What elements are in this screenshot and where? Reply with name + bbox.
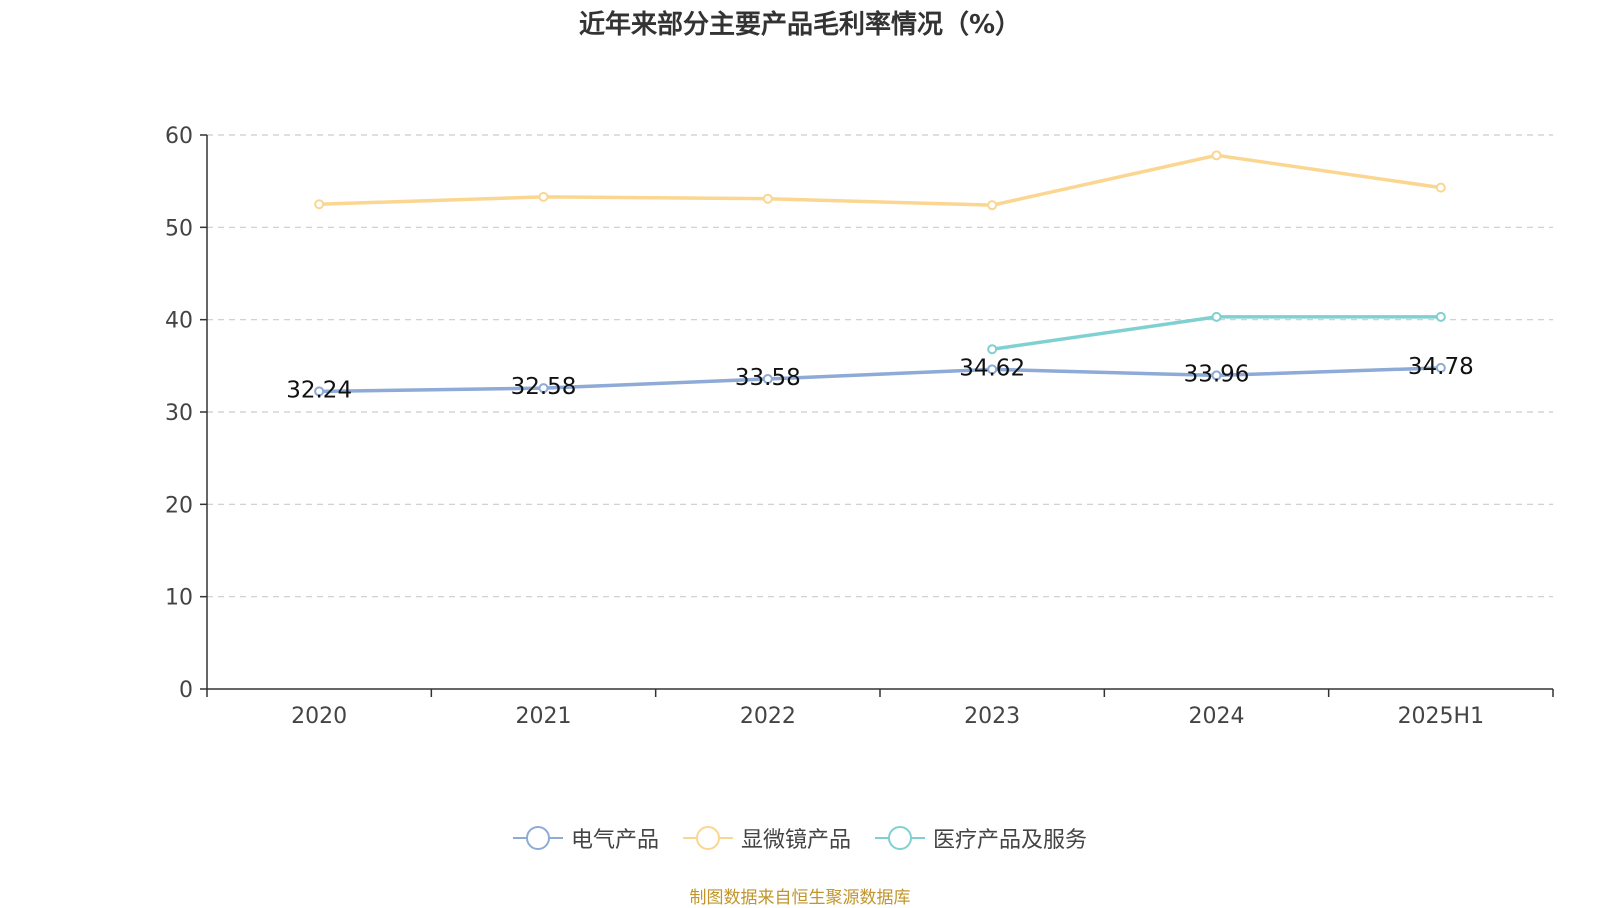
data-point (314, 386, 325, 397)
x-tick-label: 2024 (1189, 704, 1245, 729)
x-tick-label: 2025H1 (1398, 704, 1485, 729)
legend-marker-medical (875, 826, 925, 850)
data-point (762, 193, 773, 204)
legend-item-electrical[interactable]: 电气产品 (512, 822, 659, 854)
y-tick-label: 20 (165, 493, 193, 518)
x-tick-label: 2020 (291, 704, 347, 729)
data-label: 34.62 (959, 355, 1025, 381)
series-line-1 (319, 153, 1442, 207)
data-point (762, 373, 773, 384)
data-point (1435, 182, 1446, 193)
legend-label-microscope: 显微镜产品 (740, 828, 851, 853)
series-line-0 (319, 366, 1441, 394)
legend: 电气产品 显微镜产品 医疗产品及服务 (0, 822, 1600, 854)
y-tick-label: 50 (165, 216, 193, 241)
y-tick-label: 30 (165, 401, 193, 426)
data-label: 33.96 (1184, 361, 1250, 387)
data-point (314, 199, 325, 210)
data-point (1435, 311, 1446, 322)
data-point (538, 383, 549, 394)
data-label: 32.58 (511, 374, 577, 400)
data-point (1211, 311, 1222, 322)
y-tick-label: 0 (179, 678, 193, 703)
data-point (987, 364, 998, 375)
legend-label-electrical: 电气产品 (570, 828, 659, 853)
x-tick-label: 2023 (964, 704, 1020, 729)
x-tick-label: 2022 (740, 704, 796, 729)
legend-marker-electrical (512, 826, 563, 850)
data-point (987, 344, 998, 355)
series-layer (314, 150, 1446, 397)
legend-item-microscope[interactable]: 显微镜产品 (682, 822, 851, 854)
legend-marker-microscope (682, 826, 733, 850)
y-tick-label: 60 (165, 124, 193, 149)
data-label: 33.58 (735, 365, 801, 391)
chart-title: 近年来部分主要产品毛利率情况（%） (578, 10, 1022, 40)
data-point (1211, 370, 1222, 381)
legend-item-medical[interactable]: 医疗产品及服务 (875, 822, 1087, 854)
x-tick-label: 2021 (516, 704, 572, 729)
data-label: 32.24 (286, 377, 352, 403)
data-label: 34.78 (1408, 354, 1474, 380)
axes: 0 10 20 30 40 50 60 2020 2021 2022 2023 2024 2025H1 (165, 124, 1554, 729)
y-tick-label: 10 (165, 586, 193, 611)
data-point (1211, 150, 1222, 161)
data-labels: 32.24 32.58 33.58 34.62 33.96 34.78 (286, 354, 1474, 403)
data-point (1435, 362, 1446, 373)
data-point (538, 191, 549, 202)
y-tick-label: 40 (165, 309, 193, 334)
data-point (987, 200, 998, 211)
source-note: 制图数据来自恒生聚源数据库 (689, 888, 911, 908)
legend-label-medical: 医疗产品及服务 (933, 828, 1088, 853)
gridlines (207, 134, 1553, 598)
